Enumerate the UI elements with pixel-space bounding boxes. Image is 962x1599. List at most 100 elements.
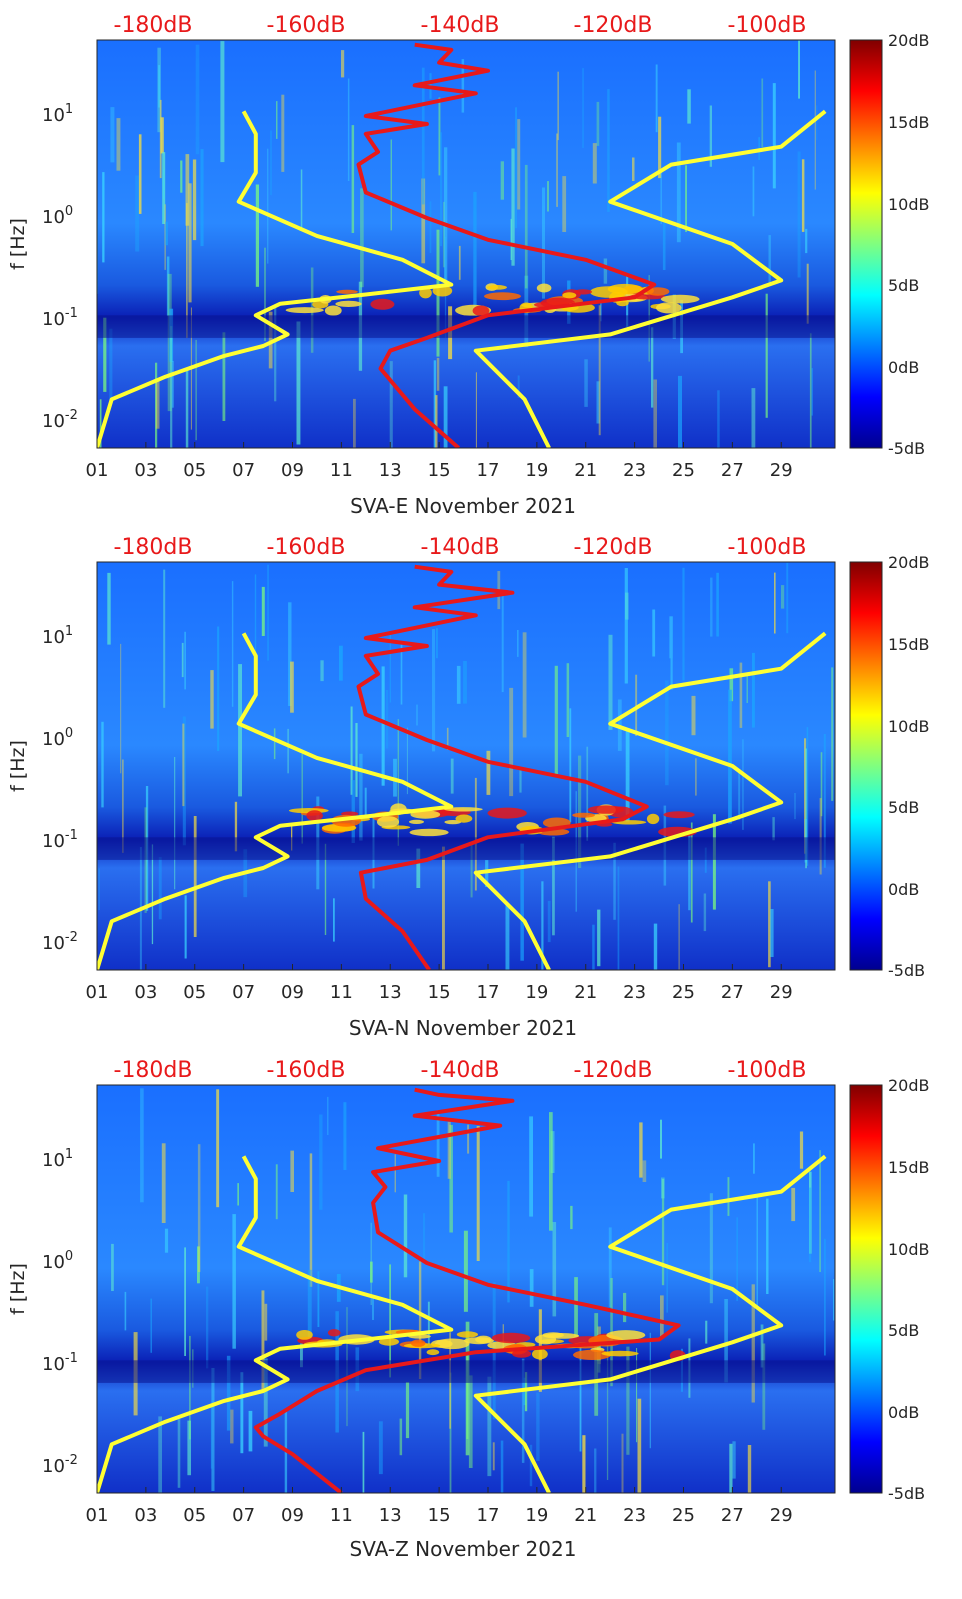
spectrogram-streak bbox=[712, 814, 716, 910]
spectrogram-streak bbox=[351, 125, 355, 233]
spectrogram-streak bbox=[353, 398, 356, 448]
spectrogram-streak bbox=[261, 1290, 265, 1393]
series-line bbox=[356, 42, 657, 448]
spectrogram-streak bbox=[378, 1421, 383, 1475]
x-tick-label: 09 bbox=[281, 982, 304, 1003]
spectrogram-streak bbox=[138, 134, 142, 214]
top-db-label: -120dB bbox=[574, 535, 653, 560]
spectrogram-streak bbox=[510, 218, 512, 260]
spectrogram-streak bbox=[774, 572, 776, 634]
top-db-label: -180dB bbox=[114, 13, 193, 38]
spectrogram-streak bbox=[287, 728, 289, 774]
spectrogram-streak bbox=[432, 629, 436, 752]
spectrogram-streak bbox=[174, 757, 176, 890]
spectrogram-streak bbox=[254, 574, 257, 661]
spectrogram-streak bbox=[524, 164, 528, 289]
spectrogram-blob bbox=[536, 283, 552, 293]
spectrogram-streak bbox=[791, 1187, 796, 1222]
spectrogram-streak bbox=[290, 661, 294, 713]
spectrogram-streak bbox=[216, 1089, 220, 1208]
spectrogram-streak bbox=[399, 1418, 403, 1456]
spectrogram-streak bbox=[770, 909, 774, 957]
x-tick-label: 23 bbox=[623, 1505, 646, 1526]
spectrogram-streak bbox=[732, 1441, 736, 1479]
spectrogram-streak bbox=[592, 143, 597, 184]
y-tick-label: 101 bbox=[42, 102, 73, 126]
spectrogram-streak bbox=[360, 188, 364, 288]
spectrogram-streak bbox=[171, 360, 174, 408]
spectrogram-streak bbox=[170, 326, 173, 448]
spectrogram-blob bbox=[646, 287, 670, 296]
spectrogram-streak bbox=[695, 758, 697, 796]
x-tick-label: 23 bbox=[623, 460, 646, 481]
spectrogram-streak bbox=[436, 357, 440, 391]
spectrogram-streak bbox=[823, 734, 826, 868]
spectrogram-background bbox=[97, 562, 835, 970]
top-db-label: -180dB bbox=[114, 535, 193, 560]
spectrogram-streak bbox=[676, 142, 681, 243]
spectrogram-streak bbox=[688, 833, 691, 911]
spectrogram-streak bbox=[798, 40, 800, 99]
spectrogram-blob bbox=[296, 1330, 313, 1340]
spectrogram-streak bbox=[381, 666, 385, 786]
colorbar-tick-label: 15dB bbox=[888, 1158, 930, 1177]
spectrogram-blob bbox=[511, 1349, 532, 1358]
spectrogram-streak bbox=[805, 228, 808, 254]
spectrogram-streak bbox=[642, 1160, 647, 1182]
x-tick-label: 21 bbox=[574, 1505, 597, 1526]
spectrogram-streak bbox=[500, 1440, 504, 1493]
spectrogram-streak bbox=[752, 166, 755, 217]
spectrogram-streak bbox=[594, 1448, 597, 1493]
y-tick-label: 100 bbox=[42, 204, 73, 228]
spectrogram-streak bbox=[805, 748, 807, 869]
spectrogram-streak bbox=[187, 1420, 191, 1476]
x-tick-label: 11 bbox=[330, 1505, 353, 1526]
spectrogram-streak bbox=[569, 708, 572, 823]
spectrogram-streak bbox=[820, 752, 823, 817]
spectrogram-streak bbox=[389, 633, 391, 703]
spectrogram-streak bbox=[809, 333, 812, 448]
x-tick-label: 29 bbox=[770, 460, 793, 481]
spectrogram-streak bbox=[635, 674, 638, 736]
y-tick-label: 100 bbox=[42, 726, 73, 750]
top-db-label: -120dB bbox=[574, 1058, 653, 1083]
y-tick-label: 10-2 bbox=[42, 930, 78, 954]
spectrogram-streak bbox=[327, 1096, 329, 1135]
spectrogram-streak bbox=[799, 1131, 804, 1169]
spectrogram-streak bbox=[691, 695, 696, 736]
series-line bbox=[473, 109, 827, 448]
spectrogram-streak bbox=[436, 1110, 440, 1177]
spectrogram-streak bbox=[238, 664, 242, 797]
spectrogram-streak bbox=[492, 1442, 495, 1471]
spectrogram-streak bbox=[421, 67, 425, 205]
top-db-labels: -180dB -160dB -140dB -120dB -100dB bbox=[114, 535, 807, 560]
spectrogram-streak bbox=[162, 152, 166, 224]
spectrogram-streak bbox=[716, 572, 719, 637]
spectrogram-streak bbox=[710, 577, 713, 637]
x-tick-label: 09 bbox=[281, 460, 304, 481]
spectrogram-blob bbox=[532, 1348, 548, 1360]
top-db-label: -100dB bbox=[728, 535, 807, 560]
spectrogram-streak bbox=[444, 147, 448, 282]
spectrogram-streak bbox=[536, 1392, 540, 1461]
spectrogram-blob bbox=[370, 298, 395, 310]
spectrogram-streak bbox=[816, 105, 818, 141]
colorbar-tick-label: 15dB bbox=[888, 635, 930, 654]
spectrogram-streak bbox=[717, 390, 720, 448]
spectrogram-streak bbox=[636, 1348, 638, 1443]
spectrogram-streak bbox=[195, 44, 200, 155]
y-tick-label: 100 bbox=[42, 1249, 73, 1273]
x-tick-label: 09 bbox=[281, 1505, 304, 1526]
spectrogram-streak bbox=[768, 881, 771, 968]
spectrogram-streak bbox=[574, 1277, 578, 1338]
spectrogram-streak bbox=[751, 1284, 755, 1403]
spectrogram-streak bbox=[232, 1214, 236, 1349]
spectrogram-streak bbox=[738, 771, 741, 820]
y-axis-label: f [Hz] bbox=[7, 740, 29, 792]
spectrogram-streak bbox=[186, 203, 188, 338]
y-tick-label: 101 bbox=[42, 624, 73, 648]
spectrogram-streak bbox=[102, 172, 105, 263]
spectrogram-streak bbox=[517, 119, 521, 210]
spectrogram-streak bbox=[309, 1153, 313, 1287]
y-tick-label: 10-1 bbox=[42, 1351, 78, 1375]
